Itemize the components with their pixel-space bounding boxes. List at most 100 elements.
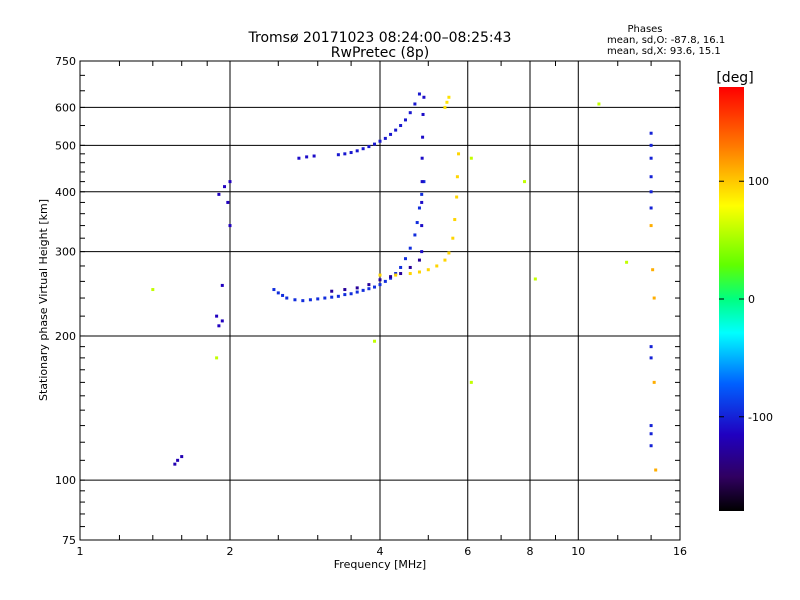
data-point: [457, 152, 461, 156]
data-point: [343, 293, 347, 297]
data-point: [649, 206, 653, 210]
data-point: [323, 296, 327, 300]
data-point: [447, 95, 451, 99]
data-point: [443, 105, 447, 109]
data-point: [389, 276, 393, 280]
y-axis-label: Stationary phase Virtual Height [km]: [37, 199, 50, 401]
data-point: [420, 250, 424, 254]
data-point: [394, 128, 398, 132]
data-point: [455, 195, 459, 199]
data-point: [408, 265, 412, 269]
data-point: [349, 151, 353, 155]
x-tick-label: 6: [464, 545, 471, 558]
data-point: [413, 233, 417, 237]
phase-stats-o: mean, sd,O: -87.8, 16.1: [607, 35, 725, 46]
colorbar-tick-label: 100: [748, 175, 769, 188]
data-point: [422, 95, 426, 99]
data-point: [455, 175, 459, 179]
data-point: [435, 264, 439, 268]
data-point: [394, 272, 398, 276]
y-tick-label: 750: [55, 55, 76, 68]
data-point: [420, 192, 424, 196]
data-point: [228, 180, 232, 184]
data-point: [649, 175, 653, 179]
data-point: [469, 156, 473, 160]
data-point: [649, 356, 653, 360]
grid-lines: [80, 61, 680, 540]
data-point: [417, 206, 421, 210]
colorbar-tick-label: -100: [748, 411, 773, 424]
data-point: [330, 295, 334, 299]
data-point: [649, 190, 653, 194]
data-point: [649, 224, 653, 228]
data-point: [652, 296, 656, 300]
data-point: [301, 299, 305, 303]
data-point: [336, 294, 340, 298]
axis-ticks: 1 2 4 6 8 10 16 75 100 200 300 400 500 600 750: [55, 55, 687, 558]
colorbar-label: [deg]: [716, 70, 753, 86]
data-point: [297, 156, 301, 160]
data-point: [226, 200, 230, 204]
data-point: [228, 224, 232, 228]
data-point: [336, 153, 340, 157]
data-point: [523, 180, 527, 184]
data-point: [422, 180, 426, 184]
data-point: [417, 258, 421, 262]
data-point: [389, 132, 393, 136]
data-point: [293, 298, 297, 302]
data-point: [649, 143, 653, 147]
data-point: [443, 258, 447, 262]
data-point: [415, 221, 419, 225]
y-tick-label: 300: [55, 246, 76, 259]
data-point: [272, 288, 276, 292]
data-point: [373, 339, 377, 343]
data-point: [651, 268, 655, 272]
x-tick-label: 1: [77, 545, 84, 558]
data-point: [649, 424, 653, 428]
data-point: [281, 293, 285, 297]
data-point: [417, 92, 421, 96]
data-point: [417, 270, 421, 274]
phase-stats-x: mean, sd,X: 93.6, 15.1: [607, 46, 721, 57]
data-point: [649, 156, 653, 160]
data-point: [151, 288, 155, 292]
data-points: [151, 92, 658, 472]
phase-stats-heading: Phases: [627, 24, 662, 35]
data-point: [403, 118, 407, 122]
data-point: [330, 289, 334, 293]
data-point: [367, 145, 371, 149]
data-point: [403, 257, 407, 261]
data-point: [367, 287, 371, 291]
data-point: [361, 147, 365, 151]
data-point: [316, 297, 320, 301]
data-point: [355, 290, 359, 294]
data-point: [308, 298, 312, 302]
x-axis-label: Frequency [MHz]: [334, 558, 426, 571]
data-point: [420, 200, 424, 204]
data-point: [447, 251, 451, 255]
data-point: [383, 279, 387, 283]
data-point: [597, 102, 601, 106]
data-point: [220, 283, 224, 287]
data-point: [408, 272, 412, 276]
data-point: [420, 156, 424, 160]
data-point: [285, 296, 289, 300]
chart-subtitle: RwPretec (8p): [331, 45, 429, 61]
data-point: [399, 265, 403, 269]
y-tick-label: 100: [55, 474, 76, 487]
data-point: [649, 432, 653, 436]
x-tick-label: 8: [527, 545, 534, 558]
data-point: [394, 273, 398, 277]
data-point: [453, 218, 457, 222]
data-point: [649, 345, 653, 349]
data-point: [367, 283, 371, 287]
y-tick-label: 600: [55, 101, 76, 114]
data-point: [533, 277, 537, 281]
data-point: [173, 462, 177, 466]
chart-title: Tromsø 20171023 08:24:00–08:25:43: [248, 30, 512, 46]
data-point: [305, 155, 309, 159]
data-point: [469, 380, 473, 384]
x-tick-label: 10: [571, 545, 585, 558]
data-point: [451, 236, 455, 240]
data-point: [180, 455, 184, 459]
